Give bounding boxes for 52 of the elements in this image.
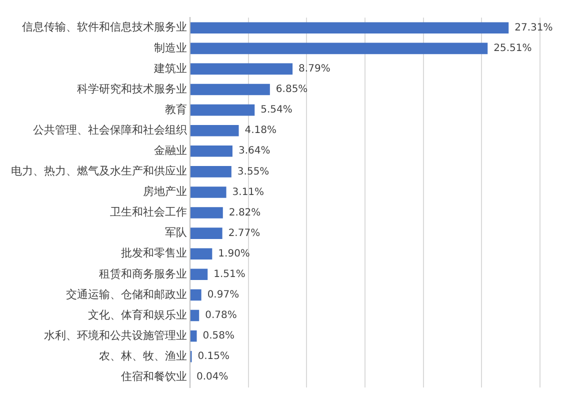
bar xyxy=(190,42,488,54)
y-tick-label: 建筑业 xyxy=(153,62,187,75)
data-label: 27.31% xyxy=(514,22,553,34)
bar xyxy=(190,228,222,239)
y-tick-label: 批发和零售业 xyxy=(121,246,187,260)
y-tick-label: 制造业 xyxy=(154,41,187,54)
y-tick-label: 卫生和社会工作 xyxy=(110,206,187,219)
y-tick-label: 教育 xyxy=(165,102,187,116)
data-label: 0.15% xyxy=(198,351,230,362)
y-tick-label: 电力、热力、燃气及水生产和供应业 xyxy=(11,164,187,178)
bar xyxy=(190,268,208,280)
y-tick-label: 水利、环境和公共设施管理业 xyxy=(44,328,187,342)
y-tick-label: 科学研究和技术服务业 xyxy=(77,82,187,96)
bar xyxy=(190,124,239,136)
bar xyxy=(190,330,197,342)
data-label: 8.79% xyxy=(298,64,330,75)
bar xyxy=(190,186,226,198)
data-label: 25.51% xyxy=(494,43,532,54)
bar xyxy=(190,207,223,218)
data-label: 5.54% xyxy=(260,104,292,116)
bar xyxy=(190,310,200,322)
data-label: 0.78% xyxy=(205,310,237,322)
data-label: 0.58% xyxy=(202,330,235,342)
y-tick-label: 文化、体育和娱乐业 xyxy=(88,308,187,322)
y-tick-label: 金融业 xyxy=(154,144,187,157)
data-label: 0.04% xyxy=(196,372,228,383)
y-tick-label: 农、林、牧、渔业 xyxy=(99,349,187,362)
y-tick-label: 住宿和餐饮业 xyxy=(121,370,187,383)
bar xyxy=(190,248,212,260)
bar xyxy=(190,289,202,301)
data-label: 3.64% xyxy=(238,146,270,157)
y-tick-label: 房地产业 xyxy=(143,185,187,198)
data-label: 3.55% xyxy=(237,166,270,178)
bar xyxy=(190,104,255,116)
data-label: 6.85% xyxy=(276,84,308,96)
y-tick-label: 军队 xyxy=(165,226,187,240)
data-label: 2.82% xyxy=(228,207,261,218)
bar xyxy=(190,166,232,178)
data-label: 1.90% xyxy=(218,248,250,260)
bar xyxy=(190,22,509,34)
data-label: 0.97% xyxy=(207,290,240,301)
y-tick-label: 公共管理、社会保障和社会组织 xyxy=(33,123,187,136)
bar xyxy=(190,84,270,96)
bar xyxy=(190,63,293,75)
y-tick-label: 信息传输、软件和信息技术服务业 xyxy=(22,20,187,34)
data-label: 2.77% xyxy=(228,228,260,239)
y-tick-label: 交通运输、仓储和邮政业 xyxy=(66,288,187,301)
bar xyxy=(190,145,232,157)
y-tick-label: 租赁和商务服务业 xyxy=(99,267,187,280)
data-label: 1.51% xyxy=(214,269,246,280)
data-label: 3.11% xyxy=(232,186,264,198)
data-label: 4.18% xyxy=(244,125,277,136)
